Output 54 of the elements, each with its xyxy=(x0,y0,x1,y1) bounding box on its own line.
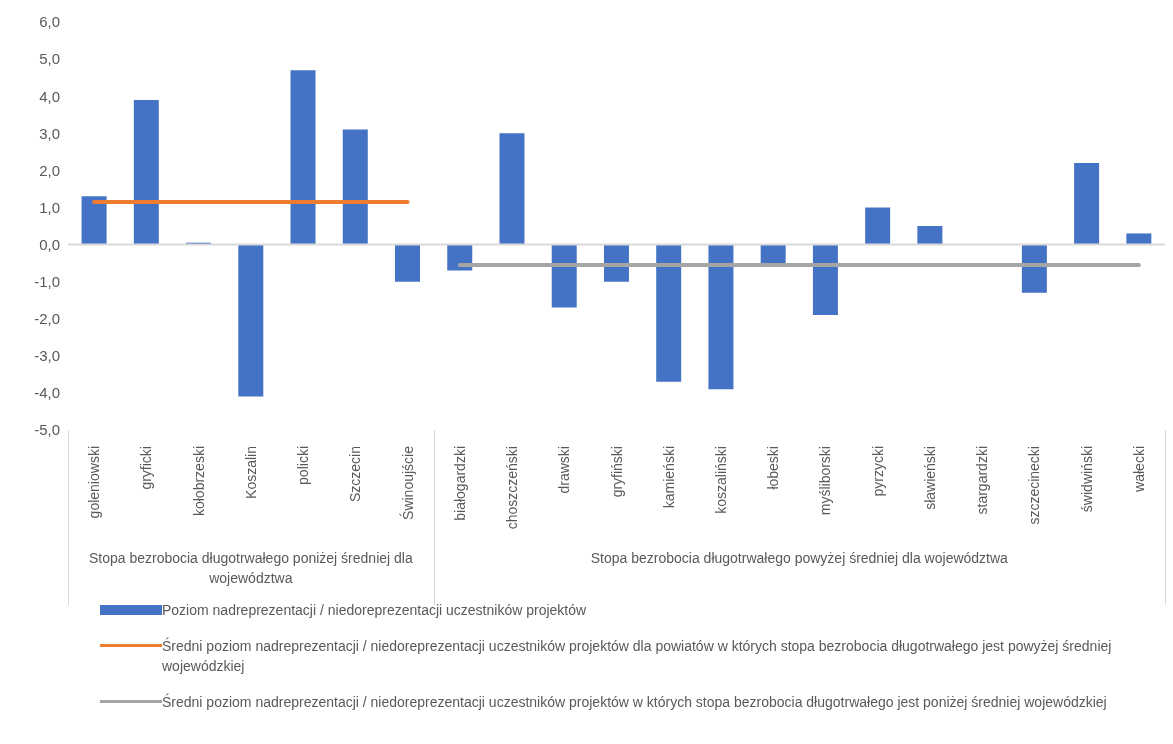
bar xyxy=(917,226,943,245)
x-tick-label: policki xyxy=(295,446,312,485)
x-tick-label: Szczecin xyxy=(347,446,364,503)
bar xyxy=(708,244,734,390)
x-tick-label: wałecki xyxy=(1130,446,1147,493)
bar xyxy=(290,70,316,245)
x-tick-label: sławieński xyxy=(921,446,938,510)
y-tick-label: -2,0 xyxy=(34,310,60,328)
bar xyxy=(656,244,682,382)
x-tick-label: łobeski xyxy=(765,446,782,490)
text: Stopa bezrobocia długotrwałego powyżej średniej dla województwa xyxy=(589,549,1009,568)
x-tick-label: choszczeński xyxy=(504,446,521,530)
x-tick-label: goleniowski xyxy=(86,446,103,519)
bar xyxy=(81,196,107,245)
x-tick-label: gryfiński xyxy=(608,446,625,498)
y-tick-label: 5,0 xyxy=(39,50,60,68)
y-tick-label: 4,0 xyxy=(39,87,60,105)
x-tick-label: pyrzycki xyxy=(869,446,886,497)
y-tick-label: 6,0 xyxy=(39,13,60,31)
x-tick-label: świdwiński xyxy=(1078,446,1095,513)
y-tick-label: -3,0 xyxy=(34,347,60,365)
x-tick-label: kołobrzeski xyxy=(190,446,207,517)
y-tick-label: 0,0 xyxy=(39,235,60,253)
bar xyxy=(1074,162,1100,245)
x-tick-label: kamieński xyxy=(660,446,677,509)
bar xyxy=(760,244,786,264)
bar xyxy=(395,244,421,282)
x-tick-label: białogardzki xyxy=(451,446,468,521)
y-tick-label: 3,0 xyxy=(39,124,60,142)
x-tick-label: Świnoujście xyxy=(398,445,416,520)
legend-label: Średni poziom nadreprezentacji / niedoreprezentacji uczestników projektów dla powiatów w których stopa bezrobocia długotrwałego jest powyżej średniej wojewódzkiej xyxy=(162,636,1113,676)
legend-label: Średni poziom nadreprezentacji / niedoreprezentacji uczestników projektów w których stopa bezrobocia długotrwałego jest poniżej średniej wojewódzkiej xyxy=(162,692,1107,712)
bar xyxy=(133,99,159,245)
x-tick-label: szczecinecki xyxy=(1026,446,1043,525)
bar xyxy=(1126,233,1152,245)
y-tick-label: -5,0 xyxy=(34,421,60,439)
x-tick-label: myśliborski xyxy=(817,446,834,516)
legend-label: Poziom nadreprezentacji / niedoreprezentacji uczestników projektów xyxy=(162,601,587,620)
x-tick-label: gryficki xyxy=(138,446,155,490)
x-tick-label: drawski xyxy=(556,446,573,494)
y-tick-label: 2,0 xyxy=(39,161,60,179)
y-tick-label: -4,0 xyxy=(34,384,60,402)
bar xyxy=(812,244,838,316)
y-tick-label: -1,0 xyxy=(34,272,60,290)
bar xyxy=(499,133,525,245)
x-tick-label: koszaliński xyxy=(712,446,729,514)
bar xyxy=(342,129,368,245)
y-tick-label: 1,0 xyxy=(39,198,60,216)
bar xyxy=(238,244,264,397)
text: Stopa bezrobocia długotrwałego poniżej średniej dla województwa xyxy=(87,549,414,588)
bar xyxy=(551,244,577,308)
x-tick-label: stargardzki xyxy=(974,446,991,515)
bar xyxy=(865,207,891,245)
x-tick-label: Koszalin xyxy=(242,446,259,499)
